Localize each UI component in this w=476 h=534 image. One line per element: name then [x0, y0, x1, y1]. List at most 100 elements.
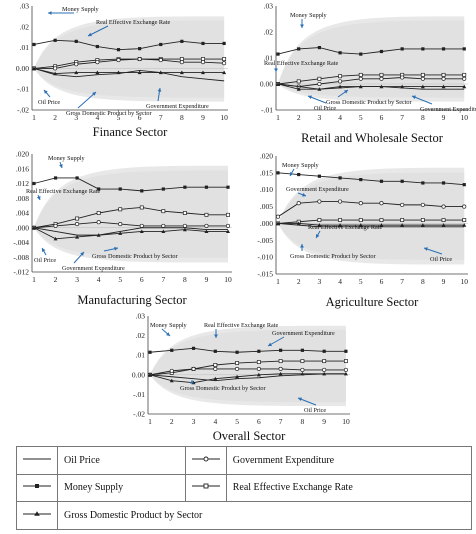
data-point [317, 174, 321, 178]
data-point [296, 201, 301, 206]
data-point [420, 72, 425, 77]
data-point [338, 223, 343, 227]
data-point [296, 221, 301, 226]
legend-symbol-oil-price [16, 446, 58, 475]
arrow-head [92, 92, 96, 96]
series-line [149, 373, 346, 384]
data-point [179, 60, 184, 65]
y-tick-label: -.010 [257, 253, 273, 262]
series-line [33, 39, 225, 51]
data-point [358, 223, 363, 227]
confidence-band [34, 165, 228, 263]
y-tick-label: -.02 [17, 106, 29, 115]
series-government-expenditure [31, 56, 227, 71]
annotation-oil-price: Oil Price [38, 99, 60, 106]
x-tick-label: 5 [235, 417, 239, 426]
annotation-gross-domestic-product-by-sector: Gross Domestic Product by Sector [92, 253, 178, 260]
x-tick-label: 8 [421, 277, 425, 286]
series-line [278, 222, 465, 226]
annotation-government-expenditure: Government Expenditure [272, 330, 335, 337]
x-tick-label: 1 [148, 417, 152, 426]
series-government-expenditure [275, 199, 467, 219]
data-point [75, 222, 80, 227]
y-tick-label: -.005 [257, 236, 273, 245]
series-line [277, 83, 465, 90]
data-point [420, 202, 425, 207]
series-oil-price [149, 373, 346, 382]
annotation-money-supply: Money Supply [150, 322, 188, 329]
data-point [118, 231, 123, 235]
data-point [182, 227, 187, 232]
data-point [32, 225, 36, 230]
x-tick-label: 8 [183, 275, 187, 284]
x-tick-label: 3 [192, 417, 196, 426]
x-tick-label: 4 [213, 417, 217, 426]
arrow-head [268, 342, 272, 346]
series-line [33, 177, 228, 192]
data-point [338, 74, 343, 79]
y-tick-label: .03 [136, 312, 146, 321]
y-tick-label: -.015 [257, 270, 273, 279]
x-tick-label: 1 [276, 277, 280, 286]
confidence-band [278, 167, 465, 265]
arrow-head [412, 95, 416, 100]
data-point [400, 179, 404, 183]
data-point [317, 199, 322, 204]
series-money-supply [32, 38, 226, 52]
x-tick-label: 6 [380, 277, 384, 286]
y-tick-label: .01 [264, 54, 274, 63]
data-point [191, 366, 196, 371]
data-point [338, 79, 343, 84]
data-point [279, 348, 283, 352]
x-tick-label: 7 [400, 113, 404, 122]
arrow-head [42, 248, 46, 252]
data-point [75, 216, 80, 221]
data-point [379, 76, 384, 81]
data-point [276, 52, 280, 56]
data-point [213, 366, 218, 371]
data-point [235, 374, 240, 379]
series-line [33, 67, 225, 75]
x-tick-label: 2 [54, 275, 58, 284]
panel-title: Overall Sector [213, 429, 286, 443]
data-point [300, 367, 305, 372]
y-tick-label: 0.00 [132, 370, 145, 379]
arrow-head [298, 397, 302, 402]
arrow-head [308, 95, 312, 100]
data-point [140, 189, 144, 193]
data-point [139, 205, 144, 210]
series-line [277, 201, 465, 218]
data-point [225, 223, 231, 228]
annotation-real-effective-exchange-rate: Real Effective Exchange Rate [204, 322, 279, 329]
annotation-real-effective-exchange-rate: Real Effective Exchange Rate [96, 19, 171, 26]
x-tick-label: 10 [342, 417, 350, 426]
data-point [139, 229, 144, 234]
data-point [358, 218, 363, 223]
data-point [420, 84, 425, 89]
annotation-oil-price: Oil Price [314, 105, 336, 112]
x-tick-label: 4 [338, 277, 342, 286]
data-point [32, 181, 36, 186]
x-tick-label: 1 [276, 113, 280, 122]
y-tick-label: .010 [260, 185, 273, 194]
x-tick-label: 8 [301, 417, 305, 426]
arrow-head [59, 164, 63, 168]
y-tick-label: .008 [16, 194, 29, 203]
annotation-arrow [77, 91, 97, 109]
series-government-expenditure [275, 75, 467, 89]
data-point [358, 201, 363, 206]
arrow-head [300, 244, 304, 248]
data-point [343, 359, 348, 364]
annotation-money-supply: Money Supply [282, 162, 320, 169]
annotation-real-effective-exchange-rate: Real Effective Exchange Rate [26, 188, 101, 195]
data-point [222, 57, 227, 61]
data-point [358, 76, 363, 81]
data-point [116, 58, 121, 63]
data-point [379, 49, 384, 54]
series-line [277, 219, 465, 224]
y-tick-label: -.004 [13, 238, 29, 247]
x-tick-label: 5 [359, 113, 363, 122]
data-point [379, 72, 384, 77]
series-line [277, 74, 465, 85]
legend-symbol-real-effective-exchange-rate [184, 473, 227, 503]
